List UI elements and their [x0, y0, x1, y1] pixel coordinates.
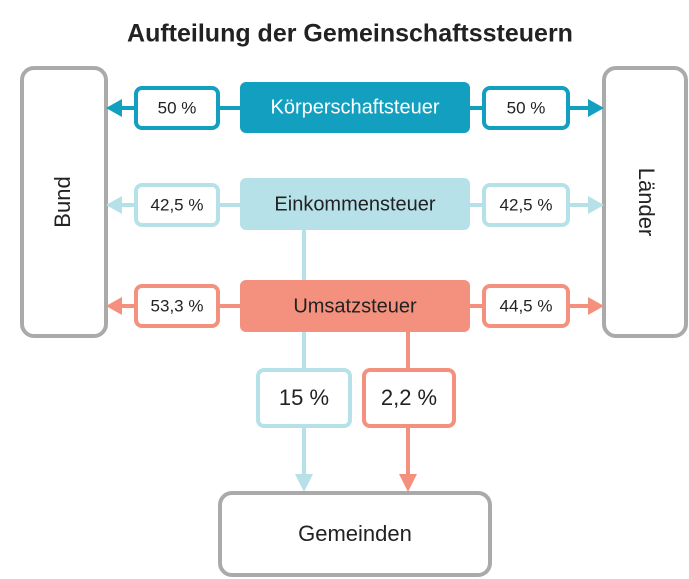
- arrowhead: [588, 99, 604, 117]
- share-label: 42,5 %: [500, 195, 553, 214]
- share-label: 2,2 %: [381, 385, 437, 410]
- arrowhead: [588, 196, 604, 214]
- share-label: 42,5 %: [151, 195, 204, 214]
- share-label: 15 %: [279, 385, 329, 410]
- share-box: [482, 284, 570, 328]
- tax-box: [240, 280, 470, 332]
- arrowhead: [106, 196, 122, 214]
- tax-label: Körperschaftsteuer: [271, 96, 440, 118]
- tax-label: Umsatzsteuer: [293, 295, 417, 317]
- share-box: [134, 86, 220, 130]
- share-label: 44,5 %: [500, 296, 553, 315]
- share-label: 53,3 %: [151, 296, 204, 315]
- share-label: 50 %: [158, 98, 197, 117]
- share-box: [482, 183, 570, 227]
- arrowhead: [399, 474, 417, 492]
- arrowhead: [588, 297, 604, 315]
- bund-label: Bund: [50, 176, 75, 227]
- laender-box: [602, 66, 688, 338]
- arrowhead: [295, 474, 313, 492]
- tax-box: [240, 178, 470, 230]
- tax-box: [240, 82, 470, 133]
- share-box: [482, 86, 570, 130]
- tax-label: Einkommensteuer: [274, 193, 436, 215]
- title: Aufteilung der Gemeinschaftssteuern: [127, 20, 573, 48]
- arrowhead: [106, 99, 122, 117]
- share-box: [134, 183, 220, 227]
- share-box: [362, 368, 456, 428]
- share-label: 50 %: [507, 98, 546, 117]
- gemeinden-box: [218, 491, 492, 577]
- gemeinden-label: Gemeinden: [298, 521, 412, 546]
- bund-box: [20, 66, 108, 338]
- share-box: [256, 368, 352, 428]
- arrowhead: [106, 297, 122, 315]
- share-box: [134, 284, 220, 328]
- laender-label: Länder: [634, 168, 659, 237]
